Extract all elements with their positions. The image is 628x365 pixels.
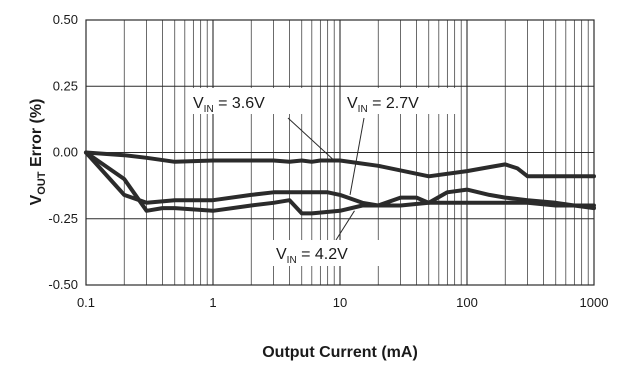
annotation-box-vin-4-2 [270, 240, 386, 266]
annotation-vin-2-7: VIN = 2.7V [347, 95, 419, 115]
x-tick-label: 0.1 [77, 295, 95, 310]
y-tick-label: 0.50 [53, 12, 78, 27]
y-axis-title-subscript: OUT [36, 171, 48, 195]
leader-vin-2-7 [349, 117, 365, 195]
annotation-vin-4-2-value: = 4.2V [297, 246, 348, 263]
leader-vin-4-2 [335, 210, 355, 241]
x-tick-label: 100 [456, 295, 478, 310]
series-line-vin42 [84, 150, 596, 216]
annotation-vin-3-6-value: = 3.6V [214, 95, 265, 112]
annotation-leaders [287, 117, 365, 241]
x-axis-tick-labels: 0.1 1 10 100 1000 [77, 295, 609, 310]
plot-area-frame [85, 19, 595, 286]
annotation-vin-3-6-sub: IN [204, 104, 214, 115]
annotation-vin-2-7-value: = 2.7V [368, 95, 419, 112]
annotation-vin-2-7-sub: IN [358, 104, 368, 115]
x-tick-label: 1 [209, 295, 216, 310]
annotation-vin-2-7-main: V [347, 95, 358, 112]
y-tick-label: 0.25 [53, 78, 78, 93]
annotation-box-vin-3-6 [188, 88, 304, 114]
series-line-vin36 [84, 150, 596, 179]
annotation-vin-4-2-sub: IN [287, 255, 297, 266]
annotation-box-vin-2-7 [341, 88, 457, 114]
y-axis-tick-labels: 0.50 0.25 0.00 -0.25 -0.50 [48, 12, 78, 292]
x-axis-title: Output Current (mA) [262, 344, 418, 361]
y-tick-label: -0.50 [48, 277, 78, 292]
y-axis-title-rest: Error (%) [28, 99, 45, 172]
annotation-vin-4-2-main: V [276, 246, 287, 263]
annotation-vin-3-6-main: V [193, 95, 204, 112]
annotation-vin-4-2: VIN = 4.2V [276, 246, 348, 266]
series-lines [84, 150, 596, 216]
y-axis-title: VOUT Error (%) [28, 99, 48, 206]
x-tick-label: 1000 [580, 295, 609, 310]
y-tick-label: -0.25 [48, 211, 78, 226]
leader-vin-3-6 [287, 117, 335, 161]
x-tick-label: 10 [333, 295, 347, 310]
y-axis-title-main: V [28, 194, 45, 205]
y-tick-label: 0.00 [53, 145, 78, 160]
annotation-vin-3-6: VIN = 3.6V [193, 95, 265, 115]
